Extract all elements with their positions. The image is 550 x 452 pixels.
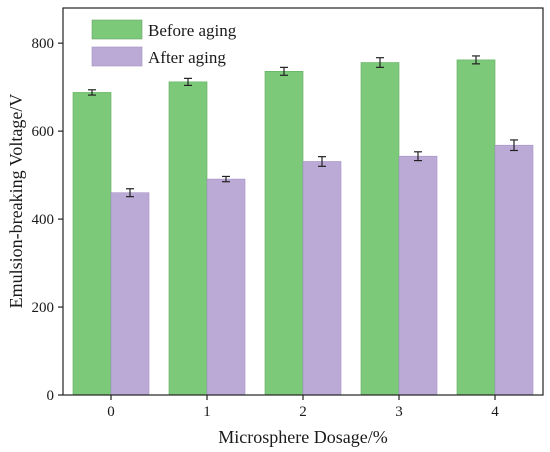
legend-swatch-before-aging [91, 19, 143, 40]
y-tick-label-0: 0 [47, 388, 55, 404]
x-axis: 0 1 2 3 4 [107, 395, 499, 420]
error-bar-before-aging-0 [88, 89, 96, 96]
legend-label-before-aging: Before aging [148, 21, 237, 40]
x-tick-label-0: 0 [107, 404, 115, 420]
bar-after-aging-3 [398, 155, 438, 396]
error-bar-after-aging-0 [126, 188, 134, 198]
y-axis: 0 200 400 600 800 [32, 36, 63, 404]
bar-after-aging-4 [494, 144, 534, 396]
y-tick-label-200: 200 [32, 300, 55, 316]
error-bar-before-aging-3 [376, 57, 384, 68]
y-tick-label-400: 400 [32, 212, 55, 228]
error-bar-after-aging-4 [510, 139, 518, 152]
bar-before-aging-1 [168, 81, 208, 396]
bar-after-aging-1 [206, 178, 246, 396]
bar-before-aging-0 [72, 92, 112, 396]
bar-before-aging-4 [456, 59, 496, 396]
bar-before-aging-3 [360, 62, 400, 396]
x-tick-label-4: 4 [491, 404, 499, 420]
plot-area: 0 200 400 600 800 0 1 2 3 4 [32, 7, 544, 420]
x-tick-label-2: 2 [299, 404, 307, 420]
error-bar-before-aging-2 [280, 66, 288, 76]
x-tick-label-3: 3 [395, 404, 403, 420]
bar-after-aging-2 [302, 161, 342, 396]
bar-before-aging-2 [264, 71, 304, 396]
legend-swatch-after-aging [91, 46, 143, 67]
legend-label-after-aging: After aging [148, 48, 226, 67]
error-bars-layer [88, 55, 518, 198]
y-tick-label-600: 600 [32, 124, 55, 140]
error-bar-after-aging-3 [414, 151, 422, 162]
legend: Before aging After aging [91, 19, 237, 67]
bar-after-aging-0 [110, 192, 150, 396]
error-bar-before-aging-4 [472, 55, 480, 65]
y-tick-label-800: 800 [32, 36, 55, 52]
x-axis-title: Microsphere Dosage/% [218, 427, 387, 447]
y-axis-title: Emulsion-breaking Voltage/V [6, 94, 26, 309]
error-bar-after-aging-1 [222, 175, 230, 183]
error-bar-before-aging-1 [184, 77, 192, 87]
x-tick-label-1: 1 [203, 404, 211, 420]
error-bar-after-aging-2 [318, 156, 326, 167]
bars-layer [72, 59, 534, 396]
